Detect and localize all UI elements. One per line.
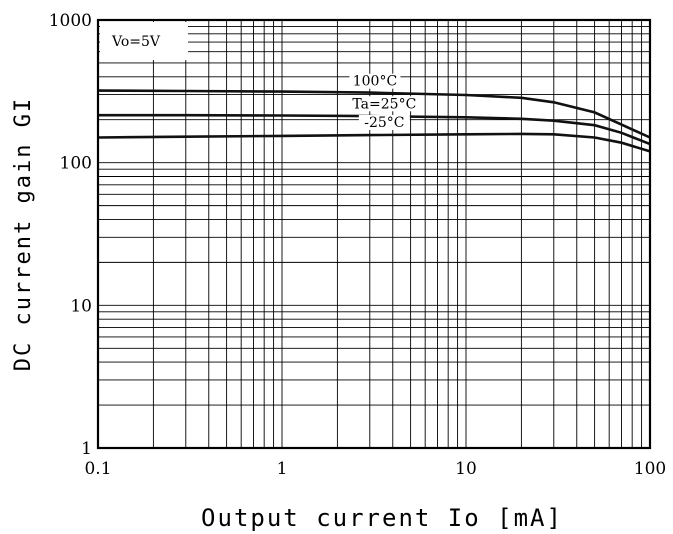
series-line — [98, 113, 651, 146]
series-label-bg — [350, 96, 419, 112]
x-tick-label: 1 — [277, 459, 288, 479]
series-labels: 100°C Ta=25°C -25°C — [349, 73, 419, 131]
series-label: 100°C — [353, 74, 397, 90]
series-line — [97, 132, 651, 153]
y-axis-label: DC current gain GI — [11, 97, 36, 371]
condition-box-bg — [100, 22, 188, 60]
condition-label: Vo=5V — [111, 34, 161, 50]
series-label: -25°C — [364, 115, 404, 131]
series-layer — [97, 89, 651, 153]
series-label-bg — [349, 73, 401, 89]
x-tick-label: 0.1 — [84, 459, 111, 479]
y-tick-label: 100 — [60, 154, 92, 174]
series-label-bg — [358, 114, 410, 130]
x-tick-label: 100 — [634, 459, 666, 479]
condition-box: Vo=5V — [100, 22, 188, 60]
series-line — [97, 89, 651, 139]
y-tick-label: 1 — [81, 439, 92, 459]
plot-frame — [96, 18, 652, 450]
x-tick-label: 10 — [455, 459, 477, 479]
y-tick-label: 1000 — [49, 11, 92, 31]
series-label: Ta=25°C — [352, 96, 416, 112]
x-axis-label: Output current Io [mA] — [201, 504, 563, 532]
y-tick-label: 10 — [70, 296, 92, 316]
